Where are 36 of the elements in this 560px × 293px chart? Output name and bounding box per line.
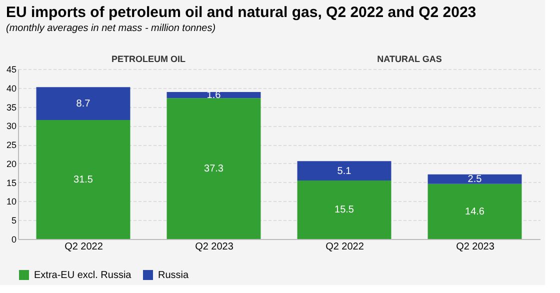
x-tick-label: Q2 2023 [456,242,495,252]
x-tick-label: Q2 2023 [195,242,234,252]
data-label: 2.5 [468,174,482,186]
y-tick-label: 20 [6,158,16,169]
data-label: 31.5 [74,174,94,186]
y-tick-label: 10 [6,196,16,207]
chart-subtitle: (monthly averages in net mass - million tonnes) [6,23,216,34]
bar [36,87,130,120]
bar [297,180,392,239]
data-label: 37.3 [204,164,224,175]
y-tick-label: 25 [6,140,16,150]
y-tick-label: 5 [11,216,16,226]
text: PETROLEUM OIL [112,54,186,64]
y-tick-label: 45 [6,64,16,74]
y-tick-label: 0 [11,234,16,244]
bar [166,98,261,239]
bar [428,184,522,239]
legend-label: Russia [158,270,190,281]
chart-title: EU imports of petroleum oil and natural gas, Q2 2022 and Q2 2023 [6,4,476,21]
data-label: 5.1 [337,166,352,177]
y-tick-label: 40 [6,83,16,94]
x-tick-label: Q2 2022 [64,242,104,252]
y-tick-label: 15 [6,178,16,188]
x-tick-label: Q2 2022 [326,242,364,252]
data-label: 14.6 [465,206,485,218]
bar [36,120,130,239]
y-tick-label: 35 [6,102,16,112]
bar [428,174,522,184]
bar [297,161,392,180]
bar [166,92,261,98]
data-label: 15.5 [334,204,354,216]
data-label: 8.7 [76,98,91,110]
y-tick-label: 30 [6,121,16,132]
text: NATURAL GAS [377,54,442,64]
legend-label: Extra-EU excl. Russia [34,270,132,281]
data-label: 1.6 [206,90,222,102]
